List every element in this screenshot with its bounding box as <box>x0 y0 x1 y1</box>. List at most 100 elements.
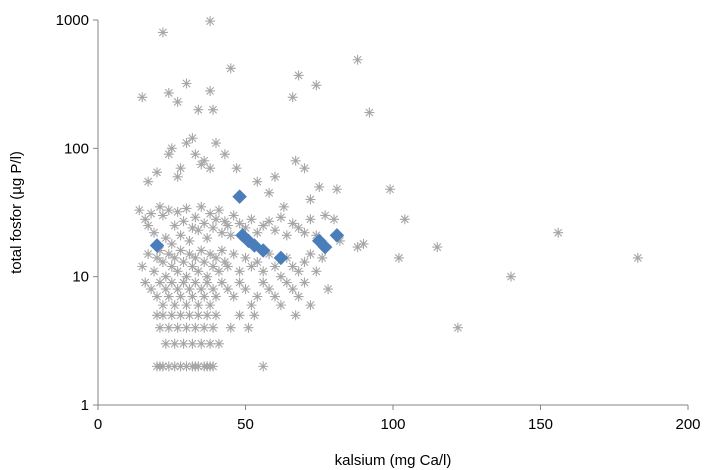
data-point-asterisk <box>160 338 171 349</box>
data-point-asterisk <box>305 214 316 225</box>
data-point-asterisk <box>252 291 263 302</box>
data-point-asterisk <box>163 87 174 98</box>
data-point-asterisk <box>181 300 192 311</box>
x-tick-label: 100 <box>380 416 405 433</box>
data-point-asterisk <box>187 222 198 233</box>
data-point-asterisk <box>506 271 516 282</box>
data-point-asterisk <box>143 249 154 260</box>
data-point-asterisk <box>240 252 251 263</box>
data-point-asterisk <box>163 322 174 333</box>
data-point-asterisk <box>175 230 186 241</box>
data-point-asterisk <box>264 187 275 198</box>
data-point-asterisk <box>264 284 275 295</box>
data-point-asterisk <box>305 300 316 311</box>
data-point-diamond <box>149 238 165 253</box>
data-point-asterisk <box>234 310 245 321</box>
data-point-asterisk <box>140 277 151 288</box>
data-point-asterisk <box>211 310 221 321</box>
data-point-asterisk <box>190 277 201 288</box>
data-point-asterisk <box>252 176 263 187</box>
data-point-asterisk <box>314 181 325 192</box>
data-point-asterisk <box>432 242 443 253</box>
data-point-asterisk <box>152 291 162 302</box>
data-point-asterisk <box>311 266 322 277</box>
data-point-asterisk <box>225 322 236 333</box>
data-point-asterisk <box>240 284 251 295</box>
data-point-asterisk <box>154 201 165 212</box>
data-point-asterisk <box>181 271 192 282</box>
data-point-asterisk <box>157 310 168 321</box>
data-point-asterisk <box>193 104 204 115</box>
data-point-asterisk <box>193 310 204 321</box>
data-point-asterisk <box>632 252 643 263</box>
data-point-asterisk <box>154 245 165 256</box>
data-point-asterisk <box>137 92 148 103</box>
data-point-diamond <box>232 189 247 205</box>
data-point-asterisk <box>160 271 171 282</box>
data-point-asterisk <box>149 266 160 277</box>
data-point-asterisk <box>278 201 289 212</box>
data-point-asterisk <box>225 63 236 74</box>
data-point-asterisk <box>205 85 216 96</box>
data-point-asterisk <box>172 206 183 217</box>
data-point-asterisk <box>172 322 183 333</box>
data-point-asterisk <box>187 133 198 144</box>
data-point-asterisk <box>169 300 180 311</box>
data-point-asterisk <box>134 205 145 216</box>
x-tick-label: 50 <box>237 416 254 433</box>
data-point-asterisk <box>234 218 245 229</box>
data-point-asterisk <box>452 322 463 333</box>
y-axis-ticks: 1 10 100 1000 <box>56 12 98 414</box>
data-point-asterisk <box>399 214 410 225</box>
data-point-diamond <box>317 239 333 255</box>
data-point-asterisk <box>187 338 198 349</box>
data-point-asterisk <box>270 171 280 182</box>
data-point-asterisk <box>143 176 154 187</box>
data-point-asterisk <box>219 257 230 268</box>
data-point-asterisk <box>175 245 186 256</box>
data-point-asterisk <box>181 138 192 149</box>
data-point-asterisk <box>163 361 174 372</box>
data-point-asterisk <box>152 310 162 321</box>
data-point-asterisk <box>211 252 221 263</box>
data-point-asterisk <box>293 70 304 81</box>
data-point-asterisk <box>211 291 221 302</box>
data-point-asterisk <box>193 225 204 236</box>
data-point-asterisk <box>258 361 269 372</box>
data-point-asterisk <box>154 277 165 288</box>
data-point-asterisk <box>184 249 195 260</box>
data-point-asterisk <box>178 257 189 268</box>
x-tick-label: 150 <box>528 416 553 433</box>
data-point-asterisk <box>270 225 280 236</box>
data-point-asterisk <box>275 271 286 282</box>
data-point-asterisk <box>258 266 269 277</box>
x-tick-label: 200 <box>675 416 700 433</box>
data-point-asterisk <box>166 277 177 288</box>
data-point-asterisk <box>199 218 210 229</box>
data-point-asterisk <box>157 210 168 221</box>
data-point-asterisk <box>264 216 275 227</box>
data-point-asterisk <box>334 235 345 246</box>
data-point-asterisk <box>264 249 275 260</box>
data-point-diamond <box>255 243 271 258</box>
data-point-asterisk <box>157 27 168 38</box>
data-point-asterisk <box>205 16 216 27</box>
data-point-asterisk <box>175 361 186 372</box>
data-point-asterisk <box>169 252 180 263</box>
data-point-asterisk <box>205 163 216 174</box>
data-point-asterisk <box>287 92 298 103</box>
data-point-asterisk <box>287 284 298 295</box>
data-point-asterisk <box>169 220 180 231</box>
data-point-asterisk <box>190 212 201 223</box>
data-point-asterisk <box>190 149 201 160</box>
data-points <box>134 16 643 372</box>
data-point-asterisk <box>199 291 210 302</box>
data-point-asterisk <box>172 171 183 182</box>
data-point-asterisk <box>205 249 216 260</box>
data-point-asterisk <box>163 249 174 260</box>
data-point-asterisk <box>163 149 174 160</box>
data-point-asterisk <box>166 238 177 249</box>
data-point-asterisk <box>331 184 342 195</box>
data-point-asterisk <box>175 163 186 174</box>
data-point-asterisk <box>184 284 195 295</box>
